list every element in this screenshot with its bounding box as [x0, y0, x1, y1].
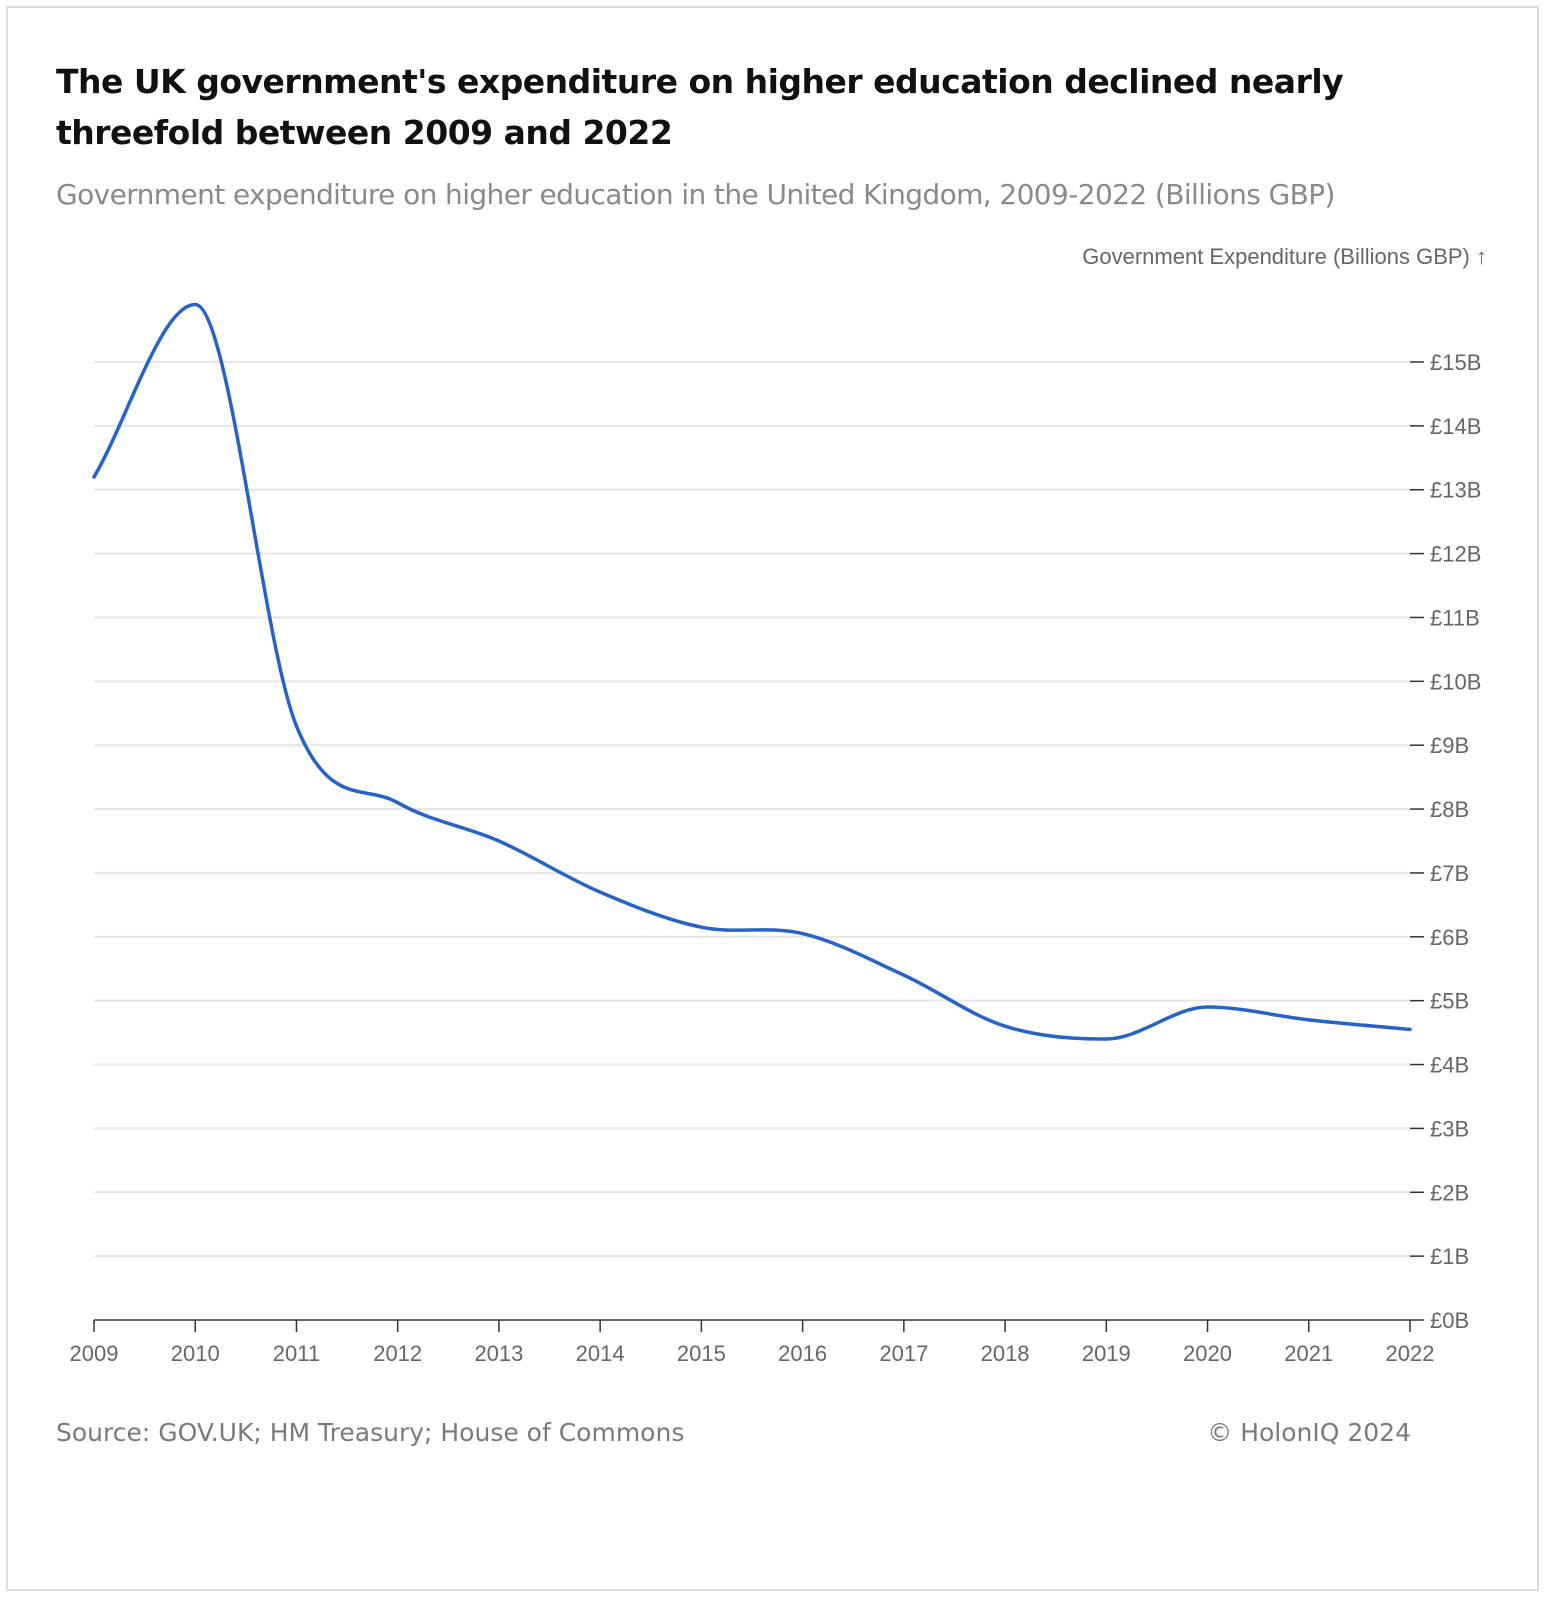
y-tick-label: £1B: [1430, 1244, 1469, 1269]
y-tick-label: £6B: [1430, 925, 1469, 950]
gridlines: [94, 361, 1410, 1258]
y-tick-label: £15B: [1430, 350, 1481, 375]
x-tick-label: 2016: [778, 1341, 827, 1366]
y-tick-label: £11B: [1430, 605, 1480, 630]
x-tick-label: 2015: [677, 1341, 726, 1366]
x-tick-label: 2019: [1082, 1341, 1131, 1366]
y-tick-label: £4B: [1430, 1053, 1469, 1078]
x-tick-label: 2009: [70, 1341, 119, 1366]
x-tick-label: 2020: [1183, 1341, 1232, 1366]
chart-frame: [6, 6, 1539, 1591]
chart-title: The UK government's expenditure on highe…: [56, 62, 1344, 152]
y-tick-label: £8B: [1430, 797, 1469, 822]
y-tick-label: £0B: [1430, 1308, 1469, 1333]
x-tick-label: 2012: [373, 1341, 422, 1366]
chart-subtitle: Government expenditure on higher educati…: [56, 178, 1335, 211]
x-tick-label: 2018: [981, 1341, 1030, 1366]
x-tick-label: 2010: [171, 1341, 220, 1366]
y-tick-label: £2B: [1430, 1180, 1469, 1205]
x-tick-label: 2022: [1386, 1341, 1435, 1366]
y-axis-ticks: £0B £1B £2B £3B £4B £5B £6B £7B £8B £9B £10B £11B £1…: [1410, 350, 1481, 1333]
copyright-note: © HolonIQ 2024: [1207, 1418, 1411, 1447]
x-tick-label: 2017: [879, 1341, 928, 1366]
series-layer: [92, 302, 1412, 1041]
series-line: [92, 302, 1412, 1041]
source-note: Source: GOV.UK; HM Treasury; House of Co…: [56, 1418, 685, 1447]
y-tick-label: £9B: [1430, 733, 1469, 758]
y-tick-label: £13B: [1430, 478, 1481, 503]
y-tick-label: £3B: [1430, 1116, 1469, 1141]
y-tick-label: £14B: [1430, 414, 1481, 439]
y-tick-label: £10B: [1430, 669, 1481, 694]
y-axis-title: Government Expenditure (Billions GBP) ↑: [1082, 244, 1487, 269]
x-axis-ticks: 2009 2010 2011 2012 2013 2014 2015 2016 2017 2018…: [70, 1320, 1435, 1366]
y-tick-label: £12B: [1430, 542, 1481, 567]
x-tick-label: 2013: [474, 1341, 523, 1366]
x-tick-label: 2021: [1284, 1341, 1333, 1366]
y-tick-label: £7B: [1430, 861, 1469, 886]
x-tick-label: 2014: [576, 1341, 625, 1366]
y-tick-label: £5B: [1430, 989, 1469, 1014]
x-tick-label: 2011: [273, 1341, 320, 1366]
